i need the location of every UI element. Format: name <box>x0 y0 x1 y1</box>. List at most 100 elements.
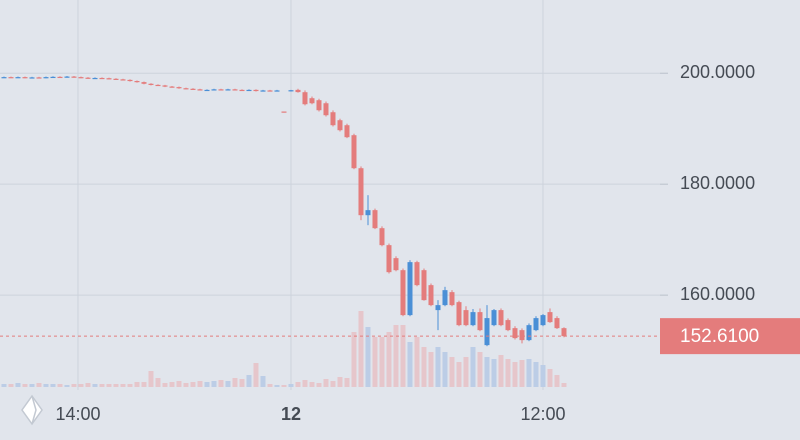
volume-bar <box>155 378 161 387</box>
candle-body <box>435 305 441 311</box>
candle-body <box>288 90 294 92</box>
volume-bar <box>365 327 371 387</box>
candle-body <box>442 290 448 306</box>
volume-bar <box>540 365 546 387</box>
volume-bar <box>176 381 182 387</box>
candle-body <box>484 318 490 346</box>
volume-bar <box>358 311 364 387</box>
candle-body <box>8 77 14 79</box>
volume-bar <box>29 384 35 387</box>
candle-body <box>239 89 245 92</box>
candle-body <box>540 315 546 326</box>
candle-body <box>22 77 28 79</box>
candle-body <box>547 312 553 323</box>
candle-body <box>386 245 392 273</box>
candle-body <box>218 89 224 91</box>
x-tick-label: 12 <box>281 404 301 424</box>
candle-body <box>141 82 147 84</box>
candle-body <box>183 88 189 90</box>
volume-bar <box>22 384 28 387</box>
candle-body <box>393 258 399 271</box>
candle-body <box>449 292 455 306</box>
volume-bar <box>505 359 511 387</box>
candles <box>1 76 567 347</box>
volume-bar <box>393 325 399 387</box>
volume-bar <box>330 381 336 387</box>
candle-body <box>169 86 175 88</box>
candle-body <box>197 89 203 91</box>
candle-body <box>176 87 182 89</box>
volume-bar <box>169 382 175 387</box>
volume-bar <box>134 382 140 387</box>
volume-bar <box>85 383 91 387</box>
volume-bar <box>323 379 329 387</box>
y-tick-label: 160.0000 <box>680 284 755 304</box>
volume-bar <box>337 377 343 387</box>
volume-bar <box>239 379 245 387</box>
volume-bar <box>183 383 189 387</box>
volume-bar <box>267 384 273 387</box>
candle-body <box>211 89 217 91</box>
volume-bar <box>463 357 469 387</box>
volume-bar <box>491 359 497 387</box>
volume-bar <box>211 381 217 387</box>
volume-bar <box>260 376 266 387</box>
candle-body <box>330 112 336 126</box>
volume-bar <box>351 332 357 387</box>
volume-bar <box>302 380 308 387</box>
candle-body <box>351 135 357 169</box>
volume-bar <box>407 342 413 387</box>
candle-body <box>463 310 469 326</box>
candle-body <box>120 79 126 81</box>
volume-bar <box>295 382 301 387</box>
volume-bar <box>78 384 84 387</box>
candle-body <box>85 77 91 79</box>
volume-bar <box>113 384 119 387</box>
volume-bar <box>274 385 280 387</box>
volume-bar <box>379 337 385 387</box>
candle-body <box>554 318 560 329</box>
volume-bar <box>526 359 532 387</box>
candle-body <box>162 85 168 87</box>
volume-bar <box>449 357 455 387</box>
volume-bar <box>232 378 238 387</box>
volume-bar <box>127 384 133 387</box>
volume-bar <box>484 357 490 387</box>
candle-body <box>526 325 532 341</box>
candle-body <box>57 76 63 79</box>
candle-body <box>561 328 567 337</box>
volume-bar <box>372 337 378 387</box>
candle-body <box>400 270 406 316</box>
candle-body <box>274 90 280 92</box>
overlay: 200.0000 180.0000 160.0000 14:00 12 12:00 152.… <box>0 62 800 424</box>
candle-body <box>365 210 371 216</box>
volume-bar <box>8 384 14 387</box>
candle-body <box>99 77 105 80</box>
candle-body <box>379 228 385 246</box>
candle-body <box>253 89 259 92</box>
candle-body <box>127 79 133 82</box>
y-tick-label: 180.0000 <box>680 173 755 193</box>
volume-bar <box>477 352 483 387</box>
volume-bar <box>162 383 168 387</box>
last-price-label: 152.6100 <box>680 326 759 347</box>
candle-body <box>281 111 287 113</box>
candle-body <box>498 310 504 326</box>
candle-body <box>64 76 70 78</box>
volume-bar <box>71 384 77 387</box>
volume-bar <box>190 382 196 387</box>
last-price-tag <box>660 318 800 355</box>
volume-bar <box>225 381 231 387</box>
candle-body <box>267 90 273 92</box>
volume-bar <box>442 352 448 387</box>
y-tick-label: 200.0000 <box>680 62 755 82</box>
candle-body <box>225 89 231 91</box>
candle-body <box>407 262 413 316</box>
volume-bar <box>316 383 322 387</box>
candle-body <box>36 77 42 79</box>
volume-bar <box>15 383 21 387</box>
volume-bar <box>344 378 350 387</box>
candle-body <box>470 312 476 326</box>
candle-body <box>106 78 112 80</box>
volume-bar <box>141 382 147 387</box>
